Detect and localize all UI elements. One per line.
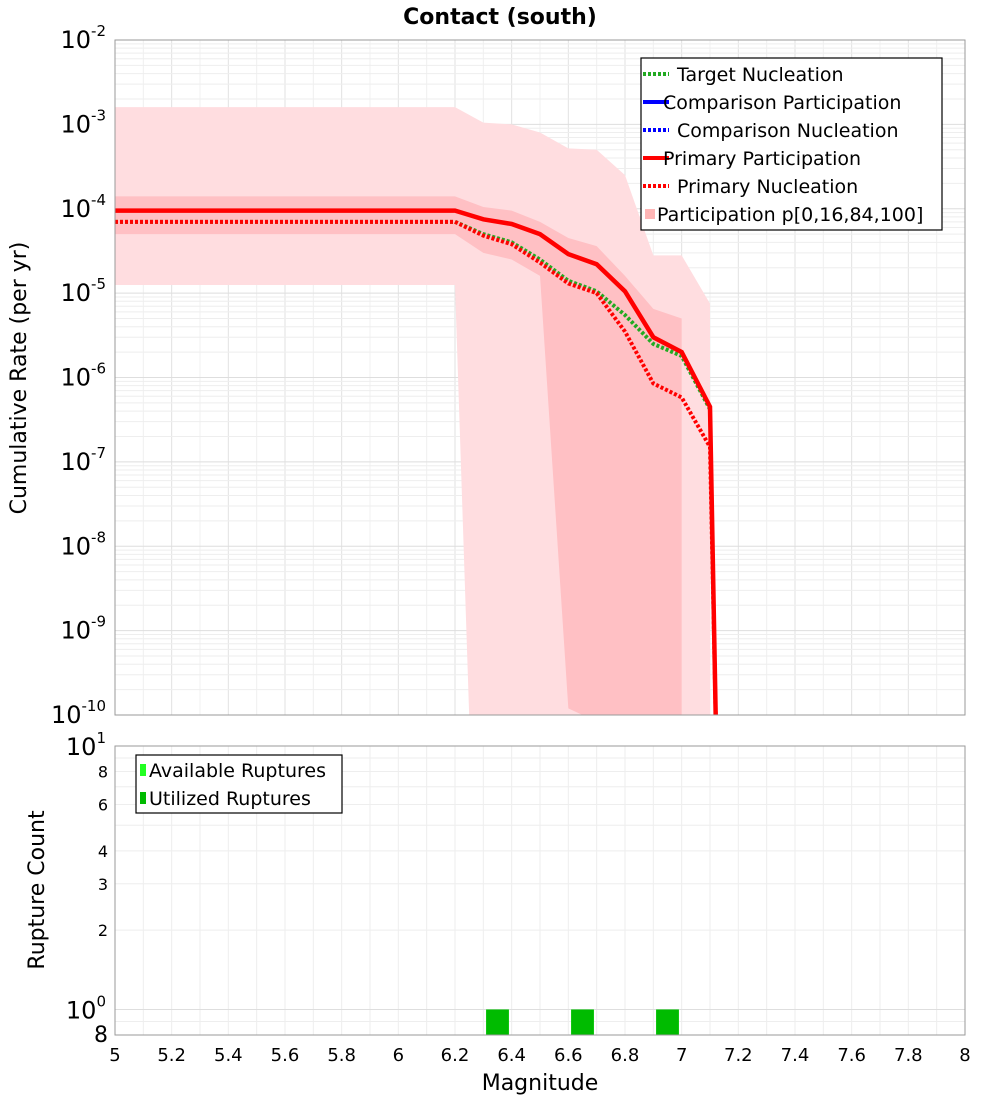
y-tick-label: 10-8: [60, 528, 106, 560]
series-line-primary-participation: [115, 208, 718, 715]
rupture-legend: Available Ruptures Utilized Ruptures: [135, 754, 343, 814]
legend-label: Target Nucleation: [676, 64, 844, 86]
y-tick-label: 2: [98, 921, 108, 940]
legend-label: Primary Participation: [663, 148, 861, 170]
series-line-primary-nucleation: [115, 219, 718, 715]
x-tick-label: 8: [959, 1045, 970, 1066]
x-tick-label: 7.8: [894, 1045, 923, 1066]
rupture-bars: [486, 1009, 679, 1035]
y-tick-label: 10-2: [60, 22, 106, 54]
rate-plot-panel: 10-10 10-9 10-8 10-7 10-6 10-5 10-4 10-3 10-2 Cu…: [7, 22, 966, 729]
x-tick-label: 6.4: [497, 1045, 526, 1066]
bar-utilized-ruptures: [486, 1009, 509, 1035]
magnitude-x-axis-label: Magnitude: [482, 1071, 599, 1096]
participation-bands: [115, 107, 710, 715]
rupture-y-axis-label: Rupture Count: [25, 810, 50, 970]
y-tick-label: 10-5: [60, 275, 106, 307]
legend-label: Utilized Ruptures: [149, 788, 311, 810]
legend-swatch: [140, 764, 146, 776]
participation-band-p16-p84: [115, 196, 682, 715]
y-tick-label: 4: [98, 842, 108, 861]
x-tick-label: 6: [393, 1045, 404, 1066]
x-tick-label: 6.2: [441, 1045, 470, 1066]
legend-swatch: [140, 792, 146, 804]
bar-utilized-ruptures: [656, 1009, 679, 1035]
x-tick-label: 6.8: [611, 1045, 640, 1066]
y-tick-label: 10-7: [60, 444, 106, 476]
y-tick-label: 101: [66, 729, 106, 761]
rate-legend: Target Nucleation Comparison Participatio…: [640, 57, 943, 231]
y-tick-label: 8: [98, 763, 108, 782]
rate-y-tick-labels: 10-10 10-9 10-8 10-7 10-6 10-5 10-4 10-3 10-2: [51, 22, 106, 729]
magnitude-x-tick-labels: 5 5.2 5.4 5.6 5.8 6 6.2 6.4 6.6 6.8 7 7.2 7.4 7.6 7.8 8: [109, 1045, 970, 1066]
legend-label: Comparison Nucleation: [677, 120, 899, 142]
y-tick-label: 10-3: [60, 106, 106, 138]
legend-label: Available Ruptures: [149, 760, 326, 782]
legend-swatch: [645, 209, 655, 219]
chart-title: Contact (south): [403, 5, 597, 30]
x-tick-label: 7: [676, 1045, 687, 1066]
y-tick-label: 3: [98, 875, 108, 894]
bar-utilized-ruptures: [571, 1009, 594, 1035]
y-tick-label: 10-9: [60, 613, 106, 645]
y-tick-label: 10-6: [60, 360, 106, 392]
x-tick-label: 5.4: [214, 1045, 243, 1066]
y-tick-label: 10-10: [51, 697, 106, 729]
legend-label: Primary Nucleation: [677, 176, 858, 198]
x-tick-label: 5.8: [327, 1045, 356, 1066]
legend-label: Comparison Participation: [663, 92, 901, 114]
x-tick-label: 5: [109, 1045, 120, 1066]
x-tick-label: 7.2: [724, 1045, 753, 1066]
legend-label: Participation p[0,16,84,100]: [657, 204, 923, 226]
legend-box: [135, 754, 343, 814]
x-tick-label: 7.4: [781, 1045, 810, 1066]
x-tick-label: 5.2: [157, 1045, 186, 1066]
rate-lines: [115, 208, 718, 715]
legend-box: [640, 57, 943, 231]
y-tick-label: 100: [66, 992, 106, 1024]
y-tick-label: 8: [94, 1023, 108, 1048]
x-tick-label: 7.6: [837, 1045, 866, 1066]
rate-y-axis-label: Cumulative Rate (per yr): [7, 242, 32, 515]
x-tick-label: 5.6: [271, 1045, 300, 1066]
y-tick-label: 10-4: [60, 191, 106, 223]
y-tick-label: 6: [98, 795, 108, 814]
x-tick-label: 6.6: [554, 1045, 583, 1066]
